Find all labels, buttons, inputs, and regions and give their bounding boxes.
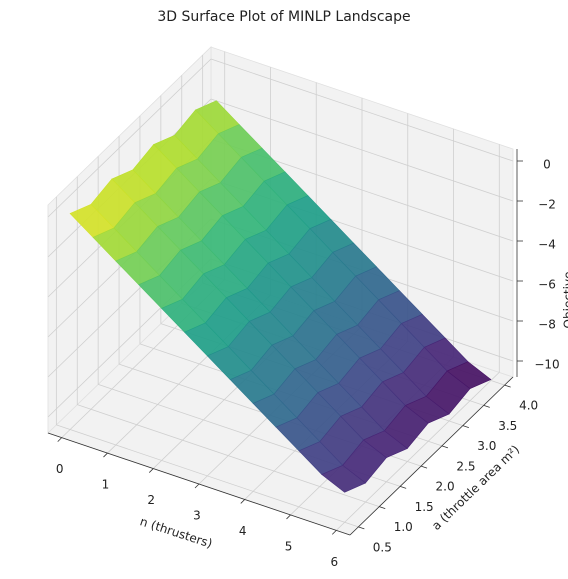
x-tick	[57, 437, 63, 442]
z-tick-label: −8	[538, 318, 556, 332]
x-tick	[103, 452, 108, 458]
y-tick-label: 0.5	[373, 540, 392, 554]
z-tick-label: −10	[534, 358, 559, 372]
x-tick-label: 1	[102, 478, 110, 492]
y-tick-label: 1.5	[415, 500, 434, 514]
x-tick-label: 5	[285, 539, 293, 553]
y-tick	[358, 526, 365, 530]
surface-patch	[321, 464, 367, 493]
x-tick-label: 6	[330, 555, 338, 569]
z-tick-label: −6	[538, 278, 556, 292]
x-tick-label: 4	[239, 524, 247, 538]
grid-line	[56, 424, 359, 528]
z-tick-label: −2	[538, 198, 556, 212]
x-axis	[47, 432, 351, 536]
x-axis-label: n (thrusters)	[138, 514, 214, 551]
x-tick-label: 0	[56, 462, 64, 476]
y-tick-label: 4.0	[519, 399, 538, 413]
x-tick-label: 3	[193, 509, 201, 523]
y-tick	[483, 404, 490, 408]
grid-line	[77, 404, 380, 508]
y-tick	[379, 506, 386, 510]
grid-line	[210, 98, 514, 202]
z-axis-label: Objective	[562, 272, 568, 329]
grid-line	[210, 58, 514, 162]
y-tick-label: 3.0	[477, 439, 496, 453]
y-axis	[349, 376, 514, 536]
x-tick	[240, 499, 246, 504]
x-tick-label: 2	[147, 493, 155, 507]
grid-line	[47, 58, 212, 218]
y-tick	[504, 384, 511, 388]
y-tick-label: 2.0	[436, 480, 455, 494]
x-tick	[194, 483, 200, 489]
y-tick-label: 1.0	[394, 520, 413, 534]
z-tick-label: −4	[538, 238, 556, 252]
y-tick-label: 3.5	[498, 419, 517, 433]
x-tick	[331, 530, 337, 535]
x-tick	[286, 514, 291, 520]
y-tick	[400, 486, 407, 489]
chart-title: 3D Surface Plot of MINLP Landscape	[157, 9, 410, 25]
grid-line	[335, 372, 500, 531]
y-tick	[462, 425, 469, 428]
y-tick	[420, 465, 428, 469]
x-tick	[148, 468, 154, 473]
y-tick-label: 2.5	[456, 459, 475, 473]
y-tick	[441, 445, 449, 449]
z-tick-label: 0	[543, 158, 551, 172]
